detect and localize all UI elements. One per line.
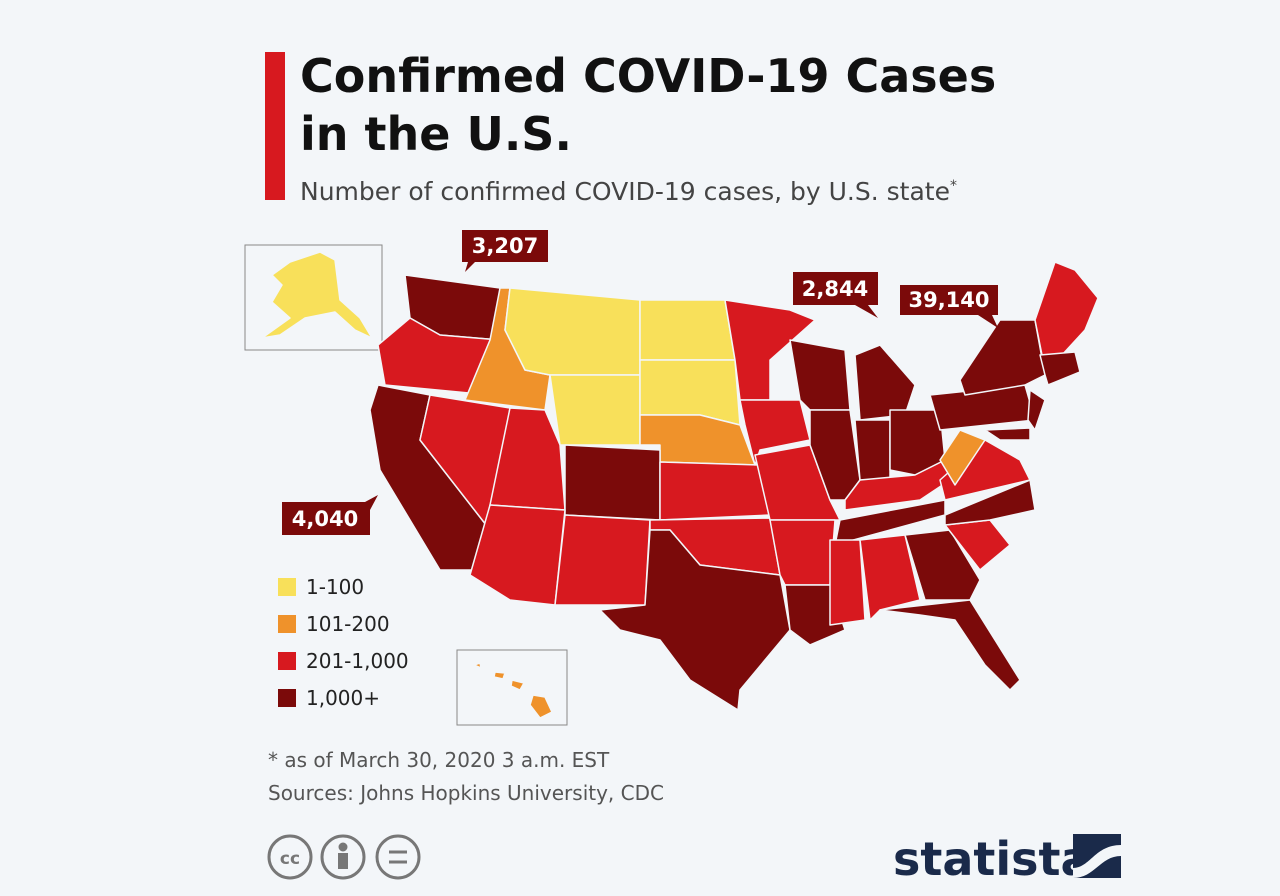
- callout-label: 3,207: [472, 234, 538, 258]
- legend-label: 1-100: [306, 575, 364, 599]
- state: [879, 599, 1021, 691]
- state: [639, 299, 736, 361]
- state: [473, 662, 482, 669]
- callout-box: [793, 272, 878, 318]
- legend: 1-100 101-200 201-1,000 1,000+: [278, 575, 409, 710]
- hawaii-inset: [456, 649, 568, 726]
- map: [244, 244, 1099, 726]
- state: [754, 444, 841, 521]
- alaska-inset: [244, 244, 383, 351]
- state: [261, 251, 373, 339]
- state: [944, 479, 1036, 526]
- sources: Sources: Johns Hopkins University, CDC: [268, 781, 664, 805]
- legend-swatch: [278, 578, 296, 596]
- subtitle-mark: *: [950, 178, 957, 194]
- state: [904, 529, 981, 601]
- state: [493, 671, 506, 680]
- footnote: * as of March 30, 2020 3 a.m. EST: [268, 748, 610, 772]
- brand-logo: [1073, 834, 1121, 878]
- state: [549, 374, 641, 446]
- title: Confirmed COVID-19 Cases: [300, 49, 996, 103]
- legend-label: 101-200: [306, 612, 390, 636]
- state: [854, 344, 916, 421]
- state: [1027, 389, 1046, 431]
- callout-box: [462, 230, 548, 272]
- callout-box: [282, 495, 378, 535]
- callouts: 3,207 2,844 39,140 4,040: [282, 230, 998, 535]
- callout-box: [900, 285, 998, 328]
- state: [859, 534, 921, 621]
- nd-icon: [375, 834, 421, 880]
- state: [599, 529, 791, 711]
- callout-label: 2,844: [802, 277, 868, 301]
- state: [829, 539, 866, 626]
- legend-label: 1,000+: [306, 686, 380, 710]
- by-icon-head: [338, 842, 348, 852]
- title: in the U.S.: [300, 107, 572, 161]
- callout-label: 39,140: [908, 288, 989, 312]
- state: [939, 429, 986, 486]
- legend-swatch: [278, 689, 296, 707]
- brand-logo-wave: [1073, 845, 1121, 878]
- cc-icon: [267, 834, 313, 880]
- subtitle-text: Number of confirmed COVID-19 cases, by U…: [300, 177, 950, 206]
- state: [529, 694, 553, 719]
- legend-swatch: [278, 652, 296, 670]
- state: [504, 287, 641, 376]
- legend-swatch: [278, 615, 296, 633]
- state: [854, 419, 891, 481]
- state: [564, 444, 661, 521]
- subtitle: Number of confirmed COVID-19 cases, by U…: [300, 177, 957, 206]
- accent-bar: [265, 52, 285, 200]
- by-icon-body: [338, 853, 348, 869]
- state: [724, 299, 816, 401]
- legend-label: 201-1,000: [306, 649, 409, 673]
- state: [489, 407, 566, 511]
- by-icon: [320, 834, 366, 880]
- state: [1034, 261, 1099, 356]
- license-icons: cc: [267, 834, 421, 880]
- state: [1039, 351, 1081, 386]
- state: [469, 504, 566, 606]
- state: [959, 319, 1046, 396]
- state: [769, 519, 836, 586]
- cc-icon-text: cc: [280, 849, 300, 869]
- state: [554, 514, 651, 606]
- state: [510, 679, 525, 691]
- brand: statista: [893, 832, 1092, 886]
- state: [659, 461, 771, 521]
- state: [984, 427, 1031, 441]
- callout-label: 4,040: [292, 507, 358, 531]
